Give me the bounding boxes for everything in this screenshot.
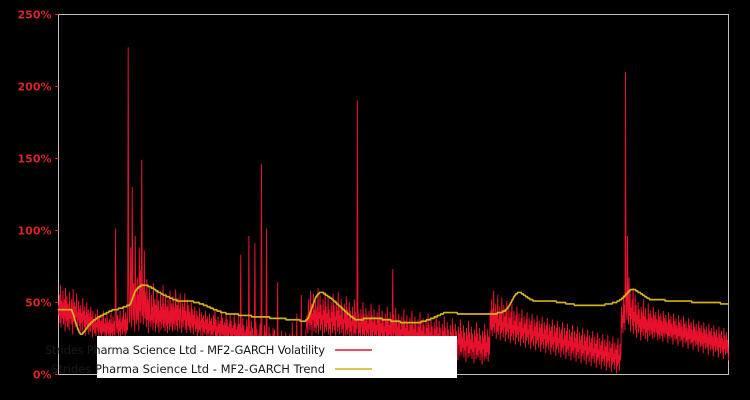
legend-background (97, 336, 457, 378)
legend-label[interactable]: Strides Pharma Science Ltd - MF2-GARCH T… (51, 362, 325, 376)
volatility-line (58, 47, 729, 374)
legend-label[interactable]: Strides Pharma Science Ltd - MF2-GARCH V… (45, 343, 325, 357)
series-layer (57, 47, 730, 374)
y-axis: 0% 50% 100% 150% 200% 250% (18, 9, 59, 382)
chart-legend[interactable]: Strides Pharma Science Ltd - MF2-GARCH V… (45, 336, 457, 378)
y-axis-tick-label: 150% (18, 153, 52, 166)
y-axis-tick-label: 100% (18, 225, 52, 238)
y-axis-tick-label: 0% (33, 369, 52, 382)
trend-line (57, 284, 730, 336)
y-axis-tick-label: 250% (18, 9, 52, 22)
y-axis-tick-label: 50% (25, 297, 51, 310)
y-axis-tick-label: 200% (18, 81, 52, 94)
